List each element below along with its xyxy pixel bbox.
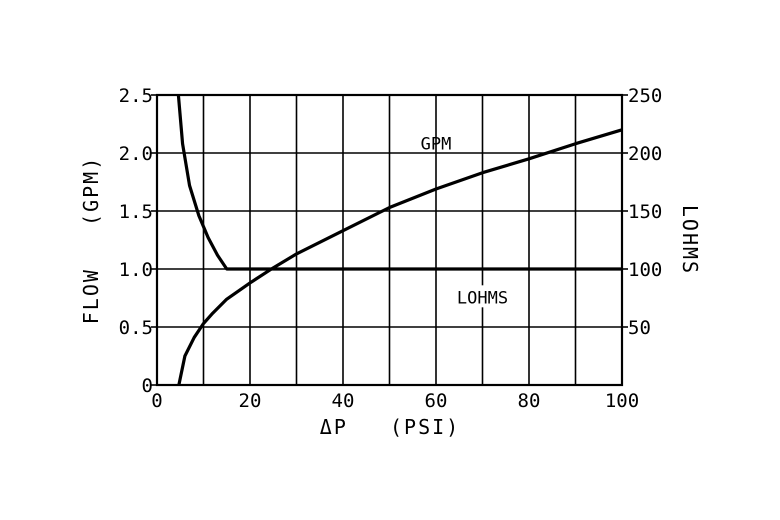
tick-labels: 0 20 40 60 80 100 0 0.5 1.0 1.5 2.0 2.5 50 100 150 200 2… xyxy=(119,85,663,412)
left-y-tick-label: 0 xyxy=(142,375,153,397)
grid xyxy=(151,93,628,387)
x-tick-label: 60 xyxy=(425,390,448,412)
series-label-lohms-bg xyxy=(442,285,523,308)
left-y-tick-label: 2.0 xyxy=(119,143,153,165)
series-label-lohms: LOHMS xyxy=(457,288,508,308)
series-labels: GPM LOHMS xyxy=(421,135,523,308)
x-tick-label: 100 xyxy=(605,390,639,412)
x-tick-label: 80 xyxy=(518,390,541,412)
left-y-axis-title: FLOW (GPM) xyxy=(79,156,103,325)
x-tick-label: 40 xyxy=(332,390,355,412)
right-y-tick-label: 250 xyxy=(628,85,662,107)
x-tick-label: 0 xyxy=(151,390,162,412)
right-y-tick-label: 150 xyxy=(628,201,662,223)
right-y-axis-title: LOHMS xyxy=(678,205,702,275)
left-y-tick-label: 1.5 xyxy=(119,201,153,223)
right-y-tick-label: 50 xyxy=(628,317,651,339)
right-y-tick-label: 200 xyxy=(628,143,662,165)
plot-frame xyxy=(155,93,624,387)
x-axis-title: ΔP (PSI) xyxy=(320,415,460,439)
left-y-tick-label: 1.0 xyxy=(119,259,153,281)
series-line-lohms xyxy=(176,94,622,271)
left-y-tick-label: 0.5 xyxy=(119,317,153,339)
right-y-tick-label: 100 xyxy=(628,259,662,281)
x-tick-label: 20 xyxy=(239,390,262,412)
left-y-tick-label: 2.5 xyxy=(119,85,153,107)
curves xyxy=(176,94,623,386)
series-line-gpm xyxy=(177,128,623,386)
series-label-gpm: GPM xyxy=(421,135,452,155)
